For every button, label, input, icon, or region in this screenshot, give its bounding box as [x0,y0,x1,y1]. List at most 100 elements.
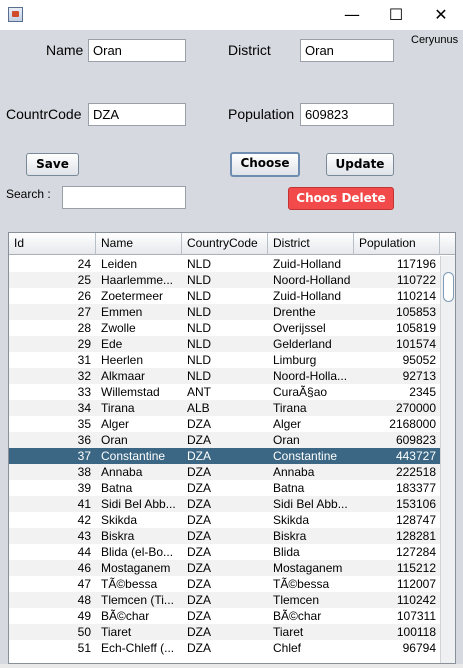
table-row[interactable]: 35 Alger DZA Alger 2168000 [9,416,440,432]
delete-button[interactable]: Choos Delete [288,187,394,210]
vertical-scrollbar[interactable] [440,256,455,663]
cell-countrycode: DZA [187,641,211,655]
cell-district: Chlef [273,641,302,655]
table-row[interactable]: 28 Zwolle NLD Overijssel 105819 [9,320,440,336]
table-row[interactable]: 24 Leiden NLD Zuid-Holland 117196 [9,256,440,272]
cell-countrycode: NLD [187,321,212,335]
cell-name: Oran [101,433,128,447]
table-row[interactable]: 50 Tiaret DZA Tiaret 100118 [9,624,440,640]
cell-id: 33 [77,385,91,399]
title-bar: — ☐ ✕ [0,0,463,30]
cell-countrycode: DZA [187,609,211,623]
table-row[interactable]: 36 Oran DZA Oran 609823 [9,432,440,448]
cell-district: BÃ©char [273,609,322,623]
cell-countrycode: NLD [187,369,212,383]
column-header-countrycode[interactable]: CountryCode [182,233,268,255]
cell-id: 28 [77,321,91,335]
population-input[interactable]: 609823 [300,103,394,126]
cell-countrycode: DZA [187,417,211,431]
cell-name: Haarlemme... [101,273,174,287]
cell-population: 110242 [396,593,436,607]
table-row[interactable]: 33 Willemstad ANT CuraÃ§ao 2345 [9,384,440,400]
cell-district: Mostaganem [273,561,343,575]
table-row[interactable]: 41 Sidi Bel Abb... DZA Sidi Bel Abb... 15310… [9,496,440,512]
name-input[interactable]: Oran [88,39,186,62]
cell-name: Tiaret [101,625,132,639]
cell-id: 31 [77,353,91,367]
cell-countrycode: NLD [187,337,212,351]
table-row[interactable]: 49 BÃ©char DZA BÃ©char 107311 [9,608,440,624]
table-row[interactable]: 42 Skikda DZA Skikda 128747 [9,512,440,528]
table-row[interactable]: 34 Tirana ALB Tirana 270000 [9,400,440,416]
table-row[interactable]: 44 Blida (el-Bo... DZA Blida 127284 [9,544,440,560]
table-row[interactable]: 26 Zoetermeer NLD Zuid-Holland 110214 [9,288,440,304]
search-input[interactable] [62,186,186,209]
cell-id: 24 [77,257,91,271]
cell-id: 44 [77,545,91,559]
cell-district: CuraÃ§ao [273,385,328,399]
cell-population: 117196 [396,257,436,271]
cell-countrycode: DZA [187,625,211,639]
cell-countrycode: NLD [187,353,212,367]
cell-id: 25 [77,273,91,287]
search-label: Search : [6,187,51,201]
table-row[interactable]: 39 Batna DZA Batna 183377 [9,480,440,496]
table-row[interactable]: 47 TÃ©bessa DZA TÃ©bessa 112007 [9,576,440,592]
table-row[interactable]: 38 Annaba DZA Annaba 222518 [9,464,440,480]
column-header-population[interactable]: Population [354,233,440,255]
cell-population: 92713 [402,369,436,383]
column-header-district[interactable]: District [268,233,354,255]
cell-population: 105853 [395,305,436,319]
minimize-button[interactable]: — [344,5,360,24]
cell-population: 105819 [395,321,436,335]
column-header-name[interactable]: Name [96,233,182,255]
cell-countrycode: DZA [187,529,211,543]
cell-district: Skikda [273,513,310,527]
countrycode-input[interactable]: DZA [88,103,186,126]
cell-district: Zuid-Holland [273,257,342,271]
column-header-id[interactable]: Id [9,233,96,255]
cell-district: Annaba [273,465,315,479]
table-row[interactable]: 29 Ede NLD Gelderland 101574 [9,336,440,352]
choose-button[interactable]: Choose [230,152,300,177]
cell-countrycode: NLD [187,257,212,271]
cell-countrycode: DZA [187,449,211,463]
table-row-selected[interactable]: 37 Constantine DZA Constantine 443727 [9,448,440,464]
table-row[interactable]: 51 Ech-Chleff (... DZA Chlef 96794 [9,640,440,656]
cell-name: Willemstad [101,385,160,399]
cell-id: 43 [77,529,91,543]
table-row[interactable]: 25 Haarlemme... NLD Noord-Holland 110722 [9,272,440,288]
cell-name: BÃ©char [101,609,150,623]
cell-countrycode: DZA [187,433,211,447]
cell-population: 96794 [402,641,436,655]
cell-district: Gelderland [273,337,332,351]
cell-population: 112007 [396,577,436,591]
cell-id: 27 [77,305,91,319]
cell-id: 49 [77,609,91,623]
table-row[interactable]: 31 Heerlen NLD Limburg 95052 [9,352,440,368]
scrollbar-thumb[interactable] [443,272,454,302]
cell-district: Zuid-Holland [273,289,342,303]
cell-countrycode: DZA [187,561,211,575]
table-row[interactable]: 27 Emmen NLD Drenthe 105853 [9,304,440,320]
close-button[interactable]: ✕ [434,5,448,24]
cell-countrycode: DZA [187,577,211,591]
district-input[interactable]: Oran [300,39,394,62]
cell-district: Tiaret [273,625,304,639]
table-row[interactable]: 46 Mostaganem DZA Mostaganem 115212 [9,560,440,576]
update-button[interactable]: Update [326,153,394,176]
cell-id: 29 [77,337,91,351]
city-table: Id Name CountryCode District Population … [8,232,456,664]
table-row[interactable]: 32 Alkmaar NLD Noord-Holla... 92713 [9,368,440,384]
cell-name: Zwolle [101,321,136,335]
table-row[interactable]: 48 Tlemcen (Ti... DZA Tlemcen 110242 [9,592,440,608]
cell-countrycode: ANT [187,385,211,399]
side-label: Ceryunus [411,34,459,46]
save-button[interactable]: Save [26,153,79,176]
cell-name: TÃ©bessa [101,577,158,591]
cell-name: Sidi Bel Abb... [101,497,176,511]
table-row[interactable]: 43 Biskra DZA Biskra 128281 [9,528,440,544]
cell-countrycode: DZA [187,497,211,511]
cell-name: Mostaganem [101,561,171,575]
maximize-button[interactable]: ☐ [388,5,404,24]
